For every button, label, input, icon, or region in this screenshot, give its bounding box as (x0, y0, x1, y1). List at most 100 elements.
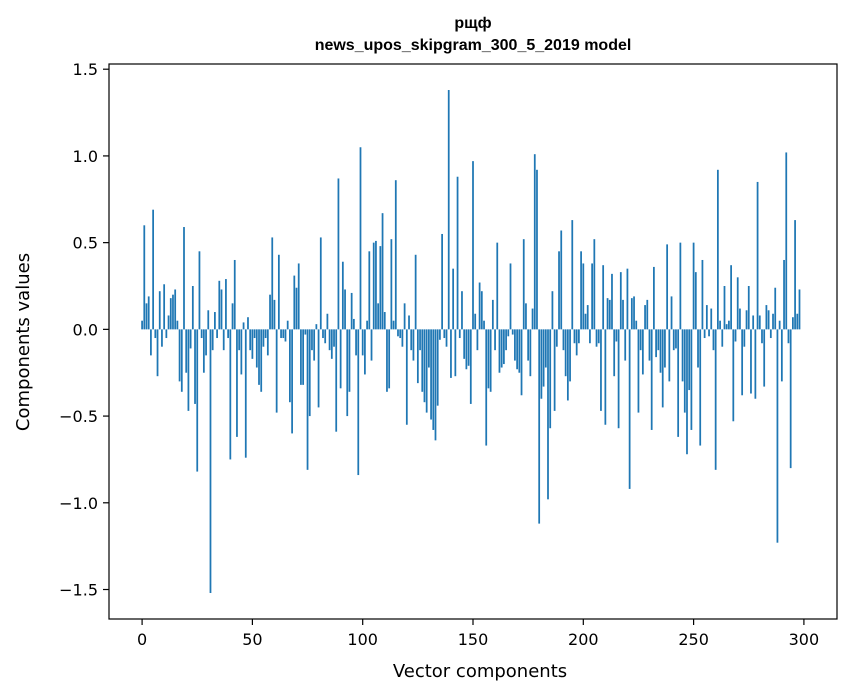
bar (180, 329, 183, 392)
bar (408, 315, 410, 330)
bar (414, 254, 417, 330)
bar (269, 294, 271, 330)
bar (683, 329, 686, 413)
bar (578, 329, 580, 344)
bar (562, 329, 565, 351)
bar (668, 329, 671, 382)
bar (725, 324, 728, 330)
bar (242, 322, 245, 330)
bar (337, 178, 340, 330)
bar (209, 329, 212, 593)
bar (533, 154, 536, 330)
bar (174, 289, 177, 330)
bar (244, 329, 247, 458)
bar (255, 329, 258, 368)
bar (628, 329, 631, 489)
bar (580, 251, 582, 330)
bar (163, 284, 166, 330)
bar (608, 299, 611, 330)
bar (478, 282, 481, 330)
bar (487, 329, 490, 389)
bar (644, 305, 646, 330)
bar (158, 291, 161, 330)
bar (606, 298, 609, 330)
bar (366, 320, 368, 330)
bar (225, 279, 227, 330)
bar (780, 329, 783, 382)
bar (774, 287, 777, 330)
bar (566, 329, 569, 401)
bar (425, 329, 428, 413)
bar (214, 312, 216, 330)
bar (503, 329, 505, 365)
bar (260, 329, 263, 392)
bar (167, 315, 170, 330)
bar (765, 305, 768, 330)
bar (339, 329, 342, 389)
bar (447, 90, 450, 330)
bar (304, 329, 307, 335)
bar (381, 213, 384, 330)
bar (388, 329, 391, 389)
bar (783, 259, 785, 330)
bar (273, 299, 276, 330)
bar (701, 259, 704, 330)
bar (551, 291, 554, 330)
y-tick-label: −0.5 (59, 407, 98, 426)
plot-frame (108, 63, 838, 620)
bar (251, 329, 254, 359)
bar (348, 329, 351, 392)
bar (756, 181, 759, 330)
bar (271, 237, 274, 330)
bar (507, 329, 510, 337)
bar (434, 329, 437, 441)
bar (403, 303, 406, 330)
bar (377, 303, 380, 330)
bar (469, 329, 472, 404)
bar (540, 329, 543, 399)
bar (584, 313, 587, 330)
bar (443, 329, 446, 339)
bar (222, 329, 225, 351)
bar (326, 313, 329, 330)
bar (280, 329, 282, 339)
bar (141, 320, 143, 330)
bar (714, 329, 717, 470)
x-axis: 0 50 100 150 200 250 300 (137, 619, 819, 649)
x-axis-label: Vector components (393, 661, 567, 682)
bar (743, 329, 746, 347)
y-tick-label: 1.0 (73, 147, 98, 166)
bar (555, 329, 558, 347)
bar (589, 329, 591, 344)
bar (286, 320, 289, 330)
bar (150, 329, 152, 356)
bar (514, 329, 516, 361)
y-axis-label: Components values (13, 253, 34, 431)
bar (319, 237, 322, 330)
bar (483, 320, 485, 330)
bar (639, 329, 642, 351)
bar (763, 329, 766, 387)
bar (525, 303, 527, 330)
bar (445, 329, 448, 347)
bar (185, 329, 188, 373)
bar (231, 303, 234, 330)
bar (650, 329, 653, 430)
x-tick-label: 50 (242, 630, 262, 649)
bar (511, 329, 514, 335)
bar (789, 329, 792, 469)
bar (657, 329, 660, 351)
bar (169, 298, 172, 330)
bar (529, 329, 532, 377)
bar (520, 329, 523, 396)
y-tick-label: 0.5 (73, 234, 98, 253)
bar (324, 329, 327, 344)
x-tick-label: 100 (347, 630, 378, 649)
bar (569, 329, 571, 382)
bar (439, 329, 441, 340)
bar (604, 329, 607, 425)
bar (635, 320, 638, 330)
chart-title: рщф (454, 15, 491, 32)
bar (694, 272, 697, 330)
